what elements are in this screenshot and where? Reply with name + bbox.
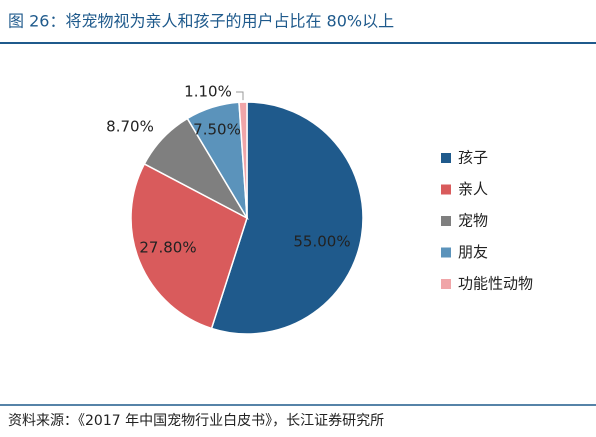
data-label: 8.70% bbox=[106, 118, 154, 136]
data-label: 55.00% bbox=[293, 233, 350, 251]
source-note: 资料来源：《2017 年中国宠物行业白皮书》，长江证券研究所 bbox=[8, 413, 384, 429]
legend-swatch bbox=[441, 279, 451, 289]
legend-label: 功能性动物 bbox=[458, 275, 533, 293]
data-label: 27.80% bbox=[139, 239, 196, 257]
legend-label: 亲人 bbox=[458, 180, 488, 198]
leader-line bbox=[236, 91, 244, 101]
legend-swatch bbox=[441, 184, 451, 195]
chart-title: 图 26：将宠物视为亲人和孩子的用户占比在 80%以上 bbox=[8, 12, 394, 31]
legend-swatch bbox=[441, 153, 451, 163]
pie-slice bbox=[238, 101, 248, 219]
pie-slice bbox=[210, 101, 364, 335]
legend-label: 朋友 bbox=[458, 243, 488, 261]
legend-swatch bbox=[441, 216, 451, 226]
pie-slice bbox=[130, 162, 248, 330]
legend-label: 宠物 bbox=[458, 212, 488, 230]
legend-swatch bbox=[441, 247, 451, 258]
data-label: 7.50% bbox=[193, 121, 241, 139]
data-label: 1.10% bbox=[184, 83, 232, 101]
legend-label: 孩子 bbox=[458, 149, 488, 167]
